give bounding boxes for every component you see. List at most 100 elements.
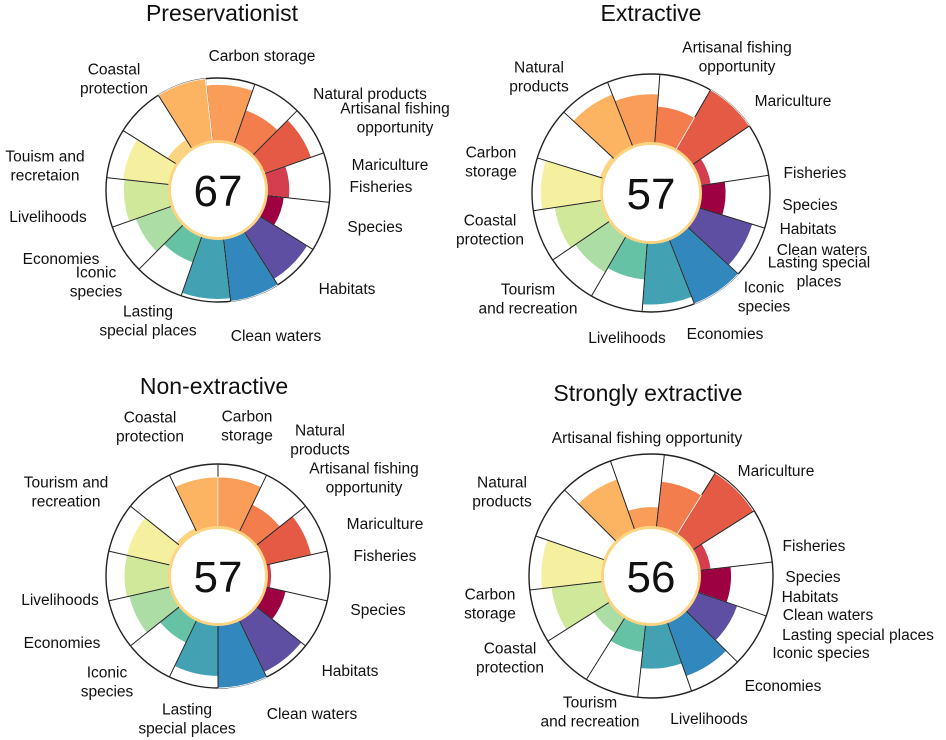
label-touism-and-recretaion: Touism and recretaion xyxy=(5,149,84,185)
label-carbon-storage: Carbon storage xyxy=(209,48,316,65)
label-artisanal-fishing-opportunity: Artisanal fishing opportunity xyxy=(682,40,791,76)
title-preservationist: Preservationist xyxy=(146,0,299,26)
label-carbon-storage: Carbon storage xyxy=(465,145,517,181)
spoke-line xyxy=(564,489,619,544)
spoke-line xyxy=(535,535,607,562)
spoke-line xyxy=(168,618,199,678)
label-mariculture: Mariculture xyxy=(738,463,815,480)
spoke-line xyxy=(168,474,199,534)
label-fisheries: Fisheries xyxy=(784,165,847,182)
title-extractive: Extractive xyxy=(601,0,702,26)
label-livelihoods: Livelihoods xyxy=(588,330,666,347)
spoke-line xyxy=(533,199,604,212)
spoke-line xyxy=(607,82,634,149)
label-coastal-protection: Coastal protection xyxy=(476,641,544,677)
label-economies: Economies xyxy=(687,326,764,343)
spoke-line xyxy=(222,236,232,302)
spoke-line xyxy=(641,240,648,312)
spoke-line xyxy=(552,219,612,261)
label-fisheries: Fisheries xyxy=(354,548,417,565)
spoke-line xyxy=(108,550,173,567)
label-artisanal-fishing-opportunity: Artisanal fishing opportunity xyxy=(309,461,418,497)
label-lasting-special-places: Lasting special places xyxy=(99,304,197,340)
title-strongly-extractive: Strongly extractive xyxy=(553,380,742,406)
label-mariculture: Mariculture xyxy=(352,157,429,174)
label-natural-products: Natural products xyxy=(313,86,427,103)
label-natural-products: Natural products xyxy=(472,475,532,511)
center-disc xyxy=(603,145,699,241)
panel-strongly-extractive: Artisanal fishing opportunity Mariculture… xyxy=(464,380,934,731)
label-coastal-protection: Coastal protection xyxy=(116,410,184,446)
spoke-line xyxy=(138,222,186,270)
inner-ring xyxy=(168,140,268,240)
center-disc xyxy=(171,529,265,623)
center-disc xyxy=(171,143,265,237)
spoke-line xyxy=(157,94,194,151)
label-species: Species xyxy=(350,602,405,619)
label-habitats: Habitats xyxy=(780,221,837,238)
spoke-line xyxy=(666,620,693,692)
spoke-line xyxy=(685,225,739,275)
panel-preservationist: Carbon storage Natural productsArtisanal … xyxy=(5,0,449,345)
spoke-line xyxy=(122,130,179,166)
score-strongly-extractive: 56 xyxy=(627,553,676,602)
label-artisanal-fishing-opportunity: Artisanal fishing opportunity xyxy=(340,101,449,137)
label-livelihoods: Livelihoods xyxy=(9,209,87,226)
spoke-line xyxy=(683,608,738,663)
inner-ring xyxy=(600,142,702,244)
spoke-line xyxy=(654,74,661,146)
label-economies: Economies xyxy=(745,678,822,695)
label-clean-waters: Clean waters xyxy=(267,706,358,723)
spoke-line xyxy=(529,580,605,591)
label-natural-products: Natural products xyxy=(509,60,569,96)
label-lasting-special-places: Lasting special places xyxy=(768,255,871,291)
spoke-line xyxy=(108,585,173,602)
spoke-line xyxy=(690,125,750,167)
spoke-line xyxy=(237,618,268,678)
score-non-extractive: 57 xyxy=(194,553,243,602)
label-mariculture: Mariculture xyxy=(755,93,832,110)
label-lasting-special-places: Lasting special places xyxy=(138,702,236,738)
spoke-line xyxy=(609,460,636,532)
spoke-line xyxy=(263,585,328,602)
spoke-line xyxy=(655,454,665,530)
spoke-line xyxy=(668,237,695,304)
label-coastal-protection: Coastal protection xyxy=(80,62,148,98)
center-disc xyxy=(604,529,698,623)
spoke-line xyxy=(563,111,617,161)
inner-ring xyxy=(601,526,701,626)
spoke-line xyxy=(696,206,765,229)
label-clean-waters: Clean waters xyxy=(783,607,874,624)
label-coastal-protection: Coastal protection xyxy=(456,213,524,249)
spoke-line xyxy=(263,550,328,567)
spoke-line xyxy=(547,600,612,642)
spoke-line xyxy=(690,510,755,552)
label-artisanal-fishing-opportunity: Artisanal fishing opportunity xyxy=(552,430,743,447)
label-mariculture: Mariculture xyxy=(347,516,424,533)
label-clean-waters: Clean waters xyxy=(231,328,322,345)
label-iconic-species: Iconic species xyxy=(70,265,123,301)
label-tourism-and-recreation: Tourism and recreation xyxy=(540,695,639,731)
spoke-line xyxy=(232,84,256,146)
spoke-line xyxy=(698,174,769,187)
label-iconic-species: Iconic species xyxy=(81,665,134,701)
score-extractive: 57 xyxy=(627,170,676,219)
label-economies: Economies xyxy=(23,251,100,268)
label-habitats: Habitats xyxy=(319,281,376,298)
spoke-line xyxy=(262,152,324,175)
spoke-line xyxy=(180,234,204,296)
panel-extractive: Artisanal fishing opportunity Mariculture F… xyxy=(456,0,870,347)
spoke-line xyxy=(106,177,172,186)
label-tourism-and-recreation: Tourism and recreation xyxy=(478,282,577,318)
spoke-line xyxy=(130,604,182,647)
label-tourism-and-recreation: Tourism and recreation xyxy=(24,475,108,511)
inner-ring xyxy=(168,526,268,626)
label-clean-waters: Clean waters xyxy=(777,242,868,259)
label-carbon-storage: Carbon storage xyxy=(464,587,516,623)
label-species: Species xyxy=(782,197,837,214)
label-fisheries: Fisheries xyxy=(783,538,846,555)
title-non-extractive: Non-extractive xyxy=(140,373,288,399)
spoke-line xyxy=(695,590,767,617)
